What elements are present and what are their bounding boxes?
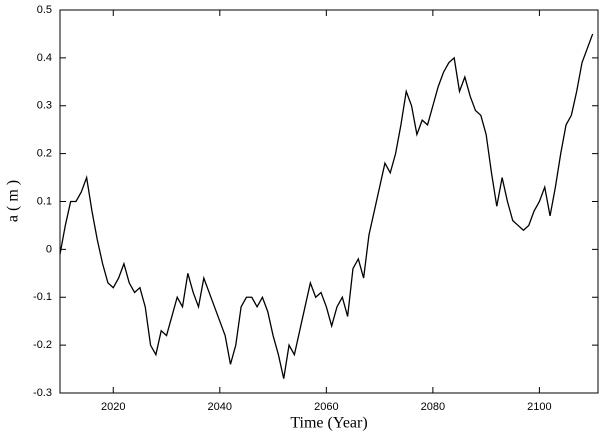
- y-tick-label: -0.1: [33, 291, 52, 303]
- y-tick-label: 0.4: [37, 52, 52, 64]
- y-tick-label: 0.2: [37, 148, 52, 160]
- x-tick-label: 2060: [314, 401, 338, 413]
- x-tick-label: 2040: [208, 401, 232, 413]
- x-tick-label: 2080: [421, 401, 445, 413]
- data-line: [59, 33, 594, 379]
- y-tick-label: -0.3: [33, 387, 52, 399]
- x-tick-label: 2100: [527, 401, 551, 413]
- y-tick-label: 0.1: [37, 195, 52, 207]
- y-tick-label: 0: [46, 243, 52, 255]
- y-tick-label: 0.3: [37, 100, 52, 112]
- y-tick-label: 0.5: [37, 4, 52, 16]
- x-axis-label: Time (Year): [290, 415, 367, 432]
- y-tick-label: -0.2: [33, 339, 52, 351]
- x-tick-label: 2020: [101, 401, 125, 413]
- plot-frame: [59, 9, 599, 394]
- y-axis-label: a ( m ): [5, 180, 22, 222]
